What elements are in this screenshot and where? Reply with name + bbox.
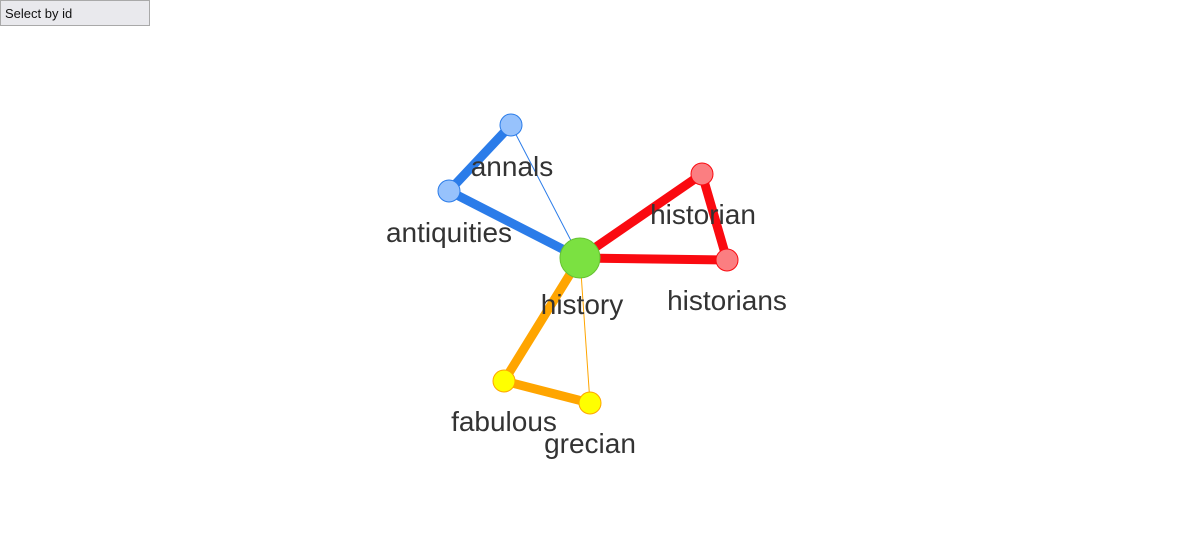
- labels-layer: history annals antiquities historian histori…: [386, 151, 787, 459]
- node-label-antiquities: antiquities: [386, 217, 512, 248]
- node-grecian[interactable]: [578, 391, 602, 415]
- edge-annals-history[interactable]: [510, 124, 581, 259]
- node-label-annals: annals: [471, 151, 554, 182]
- toolbar: Select by id: [0, 0, 150, 26]
- node-history[interactable]: [559, 237, 601, 279]
- node-label-fabulous: fabulous: [451, 406, 557, 437]
- node-label-history: history: [541, 289, 623, 320]
- nodes-layer: [437, 113, 739, 415]
- node-label-historians: historians: [667, 285, 787, 316]
- node-annals[interactable]: [499, 113, 523, 137]
- edge-fabulous-history[interactable]: [499, 253, 585, 386]
- edges-layer: [444, 120, 732, 408]
- node-fabulous[interactable]: [492, 369, 516, 393]
- edge-annals-antiquities[interactable]: [444, 120, 516, 196]
- select-by-id-dropdown[interactable]: Select by id: [0, 0, 150, 26]
- edge-historians-history[interactable]: [575, 253, 732, 265]
- node-antiquities[interactable]: [437, 179, 461, 203]
- edge-grecian-history[interactable]: [579, 257, 591, 404]
- edge-historian-historians[interactable]: [697, 169, 732, 265]
- node-historians[interactable]: [715, 248, 739, 272]
- node-historian[interactable]: [690, 162, 714, 186]
- edge-antiquities-history[interactable]: [444, 186, 585, 263]
- edge-fabulous-grecian[interactable]: [499, 376, 595, 408]
- node-label-grecian: grecian: [544, 428, 636, 459]
- node-label-historian: historian: [650, 199, 756, 230]
- edge-historian-history[interactable]: [575, 169, 707, 263]
